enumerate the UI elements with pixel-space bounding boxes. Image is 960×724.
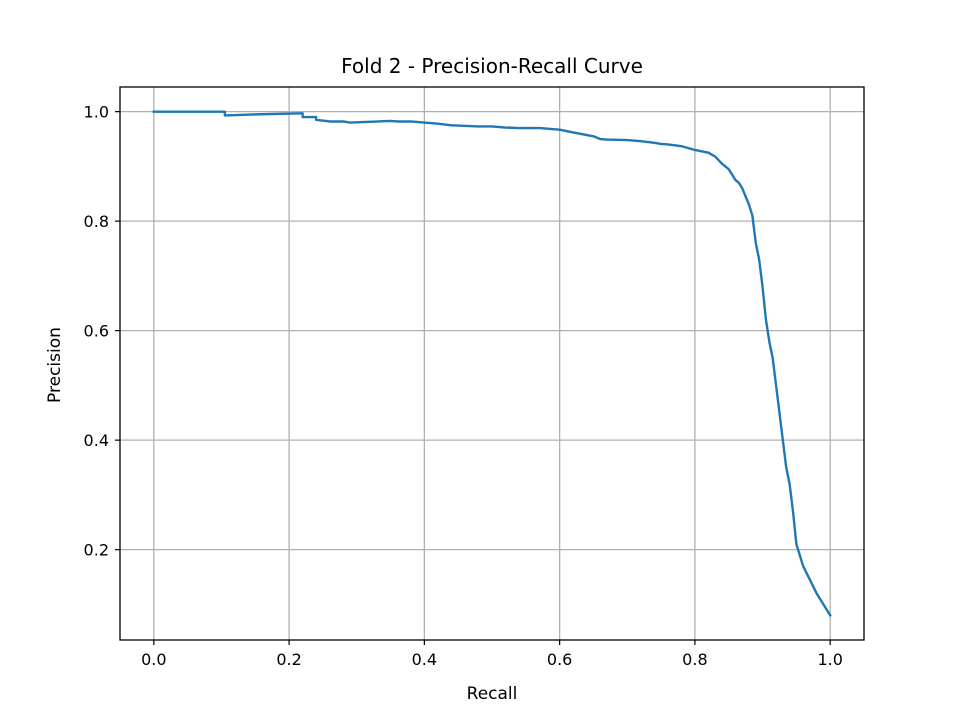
x-tick-label: 0.6: [547, 650, 572, 669]
y-axis-label: Precision: [45, 327, 65, 403]
chart-title: Fold 2 - Precision-Recall Curve: [341, 54, 643, 78]
y-tick-label: 0.8: [84, 212, 109, 231]
plot-frame: [119, 86, 865, 641]
x-tick-label: 0.0: [141, 650, 166, 669]
x-tick-label: 1.0: [817, 650, 842, 669]
y-tick-label: 0.4: [84, 431, 109, 450]
y-tick-label: 0.2: [84, 541, 109, 560]
series-layer: [152, 110, 832, 618]
tick-layer: 0.0 0.2 0.4 0.6 0.8 1.0 0.2 0.4 0.6 0.8 1.0: [84, 103, 843, 669]
x-axis-label: Recall: [467, 684, 518, 704]
x-tick-label: 0.8: [682, 650, 707, 669]
x-tick-label: 0.4: [412, 650, 437, 669]
y-tick-label: 0.6: [84, 322, 109, 341]
y-tick-label: 1.0: [84, 103, 109, 122]
x-tick-label: 0.2: [276, 650, 301, 669]
grid-layer: [120, 87, 864, 640]
pr-curve-line: [152, 110, 832, 618]
